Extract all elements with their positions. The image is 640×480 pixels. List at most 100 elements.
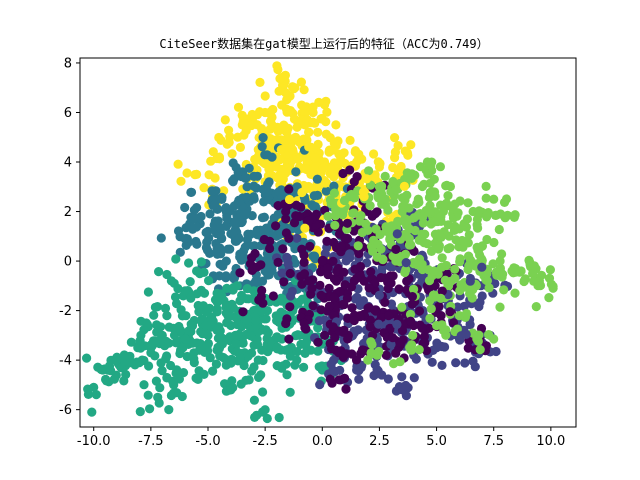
data-point	[299, 269, 310, 279]
data-point	[320, 330, 330, 340]
data-point	[364, 283, 374, 293]
data-point	[284, 194, 295, 205]
data-point	[178, 343, 188, 353]
data-point	[199, 288, 210, 298]
data-point	[373, 239, 383, 249]
data-point	[188, 224, 198, 234]
data-point	[468, 356, 478, 366]
data-point	[250, 412, 260, 422]
data-point	[289, 84, 299, 94]
data-point	[322, 107, 332, 117]
x-axis: -10.0 -7.5 -5.0 -2.5 0.0 2.5 5.0 7.5 10.0	[77, 427, 565, 449]
data-point	[251, 278, 261, 288]
data-point	[355, 261, 366, 272]
data-point	[272, 61, 282, 71]
data-point	[288, 145, 298, 155]
data-point	[451, 358, 461, 368]
data-point	[300, 223, 310, 233]
data-point	[345, 249, 355, 259]
x-tick-label: 0.0	[312, 434, 333, 449]
data-point	[83, 389, 93, 399]
data-point	[436, 293, 446, 303]
data-point	[434, 229, 444, 239]
data-point	[304, 216, 314, 226]
data-point	[433, 244, 444, 254]
data-point	[329, 188, 339, 198]
data-point	[338, 299, 348, 310]
data-point	[364, 166, 374, 176]
data-point	[91, 390, 101, 400]
data-point	[182, 168, 192, 178]
data-point	[196, 327, 206, 337]
data-point	[341, 384, 351, 394]
data-point	[294, 211, 304, 222]
data-point	[281, 206, 291, 217]
data-point	[285, 106, 296, 116]
data-point	[343, 334, 353, 344]
x-tick-label: 10.0	[536, 434, 565, 449]
data-point	[235, 268, 245, 278]
data-point	[290, 258, 300, 268]
data-point	[243, 351, 253, 361]
data-point	[324, 301, 335, 311]
data-point	[236, 255, 247, 265]
data-point	[272, 315, 282, 326]
data-point	[313, 127, 323, 137]
data-point	[314, 316, 324, 326]
data-point	[228, 383, 238, 393]
data-point	[328, 145, 338, 155]
data-point	[452, 302, 463, 312]
data-point	[380, 194, 390, 204]
data-point	[425, 206, 435, 216]
data-point	[474, 206, 484, 216]
data-point	[172, 299, 182, 309]
data-point	[455, 286, 465, 296]
data-point	[258, 133, 268, 143]
data-point	[383, 374, 393, 384]
data-point	[149, 336, 159, 346]
data-point	[208, 187, 218, 197]
data-point	[370, 305, 380, 315]
data-point	[289, 218, 300, 228]
data-point	[396, 338, 406, 348]
data-point	[240, 209, 250, 219]
data-point	[266, 107, 276, 117]
data-point	[455, 254, 465, 264]
data-point	[425, 313, 435, 323]
data-point	[420, 338, 430, 348]
data-point	[267, 152, 277, 162]
data-point	[213, 216, 223, 226]
x-tick-label: 5.0	[426, 434, 447, 449]
y-tick-label: 6	[64, 106, 72, 121]
data-point	[171, 254, 181, 264]
data-point	[342, 293, 352, 303]
data-point	[255, 107, 265, 117]
data-point	[281, 318, 291, 329]
data-point	[362, 174, 372, 184]
data-point	[301, 338, 311, 348]
data-point	[229, 274, 239, 284]
data-point	[404, 234, 414, 244]
data-point	[461, 329, 471, 339]
data-point	[501, 194, 512, 204]
data-point	[263, 179, 273, 189]
data-point	[386, 278, 396, 288]
data-point	[365, 322, 375, 332]
data-point	[150, 302, 160, 312]
data-point	[315, 380, 325, 390]
data-point	[293, 330, 303, 340]
data-point	[201, 320, 211, 331]
data-point	[341, 256, 351, 266]
data-point	[228, 177, 238, 187]
data-point	[161, 354, 171, 364]
data-point	[199, 183, 209, 193]
data-point	[393, 216, 403, 226]
x-tick-label: -5.0	[195, 434, 220, 449]
data-point	[205, 209, 215, 219]
data-point	[440, 342, 450, 352]
data-point	[321, 186, 331, 196]
data-point	[211, 359, 221, 369]
data-point	[154, 267, 164, 277]
data-point	[397, 302, 407, 312]
data-point	[254, 372, 264, 382]
